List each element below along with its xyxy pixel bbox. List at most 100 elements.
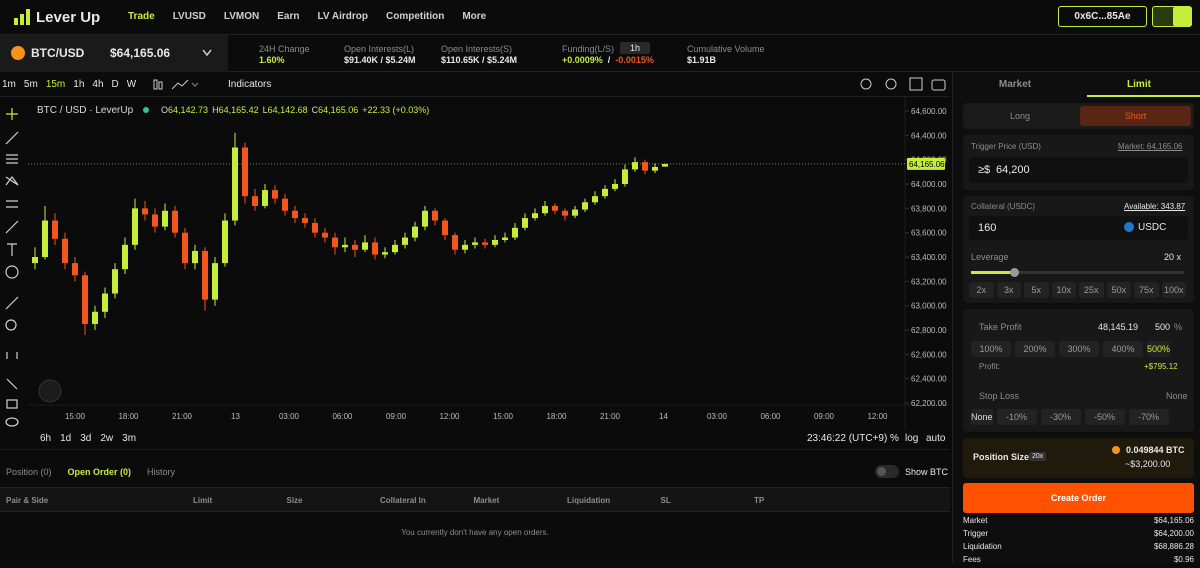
tp-preset[interactable]: 500% <box>1147 341 1171 357</box>
interval[interactable]: 15m <box>45 79 66 90</box>
interval[interactable]: D <box>111 79 119 90</box>
candle-body <box>462 244 468 250</box>
stat-label: Open Interests(S) <box>441 44 513 54</box>
btc-icon <box>11 46 25 60</box>
candle-body <box>402 237 408 245</box>
interval[interactable]: W <box>126 79 137 90</box>
btc-icon <box>1112 446 1120 454</box>
interval[interactable]: 1m <box>2 79 16 90</box>
x-tick-label: 06:00 <box>760 412 781 421</box>
show-btc-label: Show BTC <box>905 467 949 477</box>
y-tick-label: 63,600.00 <box>911 229 947 238</box>
long-button[interactable]: Long <box>1009 111 1031 121</box>
range[interactable]: 1d <box>60 433 72 444</box>
wallet-button[interactable]: 0x6C...85Ae <box>1058 6 1147 27</box>
position-tab[interactable]: History <box>147 467 176 477</box>
chart-type-icons[interactable] <box>152 78 202 92</box>
position-tab[interactable]: Open Order (0) <box>67 467 132 477</box>
trigger-prefix: ≥$ <box>978 164 991 176</box>
pair-selector[interactable]: BTC/USD $64,165.06 <box>0 35 228 72</box>
sl-preset[interactable]: -70% <box>1128 409 1169 425</box>
ohlc-key: H <box>212 105 219 115</box>
leverage-preset[interactable]: 2x <box>969 282 994 298</box>
toggle[interactable] <box>875 465 899 478</box>
settings-button[interactable] <box>1152 6 1192 27</box>
leverage-preset[interactable]: 75x <box>1134 282 1159 298</box>
funding-long: +0.0009% <box>562 55 603 65</box>
logo-icon <box>14 9 30 25</box>
order-tab[interactable]: Market <box>998 79 1032 90</box>
range[interactable]: 6h <box>40 433 52 444</box>
pct-toggle[interactable]: % <box>890 433 899 444</box>
summary-row: Market $64,165.06 <box>963 516 1194 529</box>
tpsl-box: Take Profit 48,145.19 500 % 100% 200% 300%… <box>963 309 1194 432</box>
column-label: TP <box>754 496 765 505</box>
tp-preset[interactable]: 400% <box>1103 341 1143 357</box>
column-label: Pair & Side <box>6 496 49 505</box>
tp-presets: 100% 200% 300% 400% 500% <box>971 341 1171 357</box>
sl-preset[interactable]: -50% <box>1084 409 1125 425</box>
leverage-preset[interactable]: 50x <box>1106 282 1131 298</box>
range[interactable]: 2w <box>100 433 114 444</box>
ohlc-value: 64,165.42 <box>219 105 259 115</box>
summary-value: $0.96 <box>1173 555 1194 564</box>
order-tab[interactable]: Limit <box>1127 79 1151 90</box>
short-button[interactable]: Short <box>1080 106 1191 126</box>
range[interactable]: 3m <box>122 433 137 444</box>
logo: Lever Up <box>36 9 101 26</box>
interval-list: 1m 5m 15m 1h 4h D W <box>2 79 136 90</box>
log-toggle[interactable]: log <box>905 433 919 444</box>
column-label: Size <box>286 496 303 505</box>
trigger-input[interactable]: ≥$ 64,200 <box>969 157 1188 183</box>
range-list: 6h 1d 3d 2w 3m <box>40 433 136 444</box>
candle-body <box>472 242 478 245</box>
candle-body <box>242 147 248 197</box>
tp-preset[interactable]: 100% <box>971 341 1011 357</box>
x-tick-label: 15:00 <box>493 412 514 421</box>
collateral-input[interactable]: 160 USDC <box>969 216 1188 240</box>
auto-toggle[interactable]: auto <box>926 433 946 444</box>
candle-body <box>452 235 458 250</box>
leverage-preset[interactable]: 5x <box>1024 282 1049 298</box>
sl-presets: None -10% -30% -50% -70% <box>971 409 1169 425</box>
nav-item[interactable]: Trade <box>128 11 155 22</box>
tab-underline <box>1087 95 1200 97</box>
market-price-link[interactable]: Market: 64,165.06 <box>1118 142 1183 151</box>
nav-item[interactable]: Competition <box>386 11 445 22</box>
leverage-preset[interactable]: 25x <box>1079 282 1104 298</box>
tp-preset[interactable]: 200% <box>1015 341 1055 357</box>
x-tick-label: 06:00 <box>332 412 353 421</box>
position-tab[interactable]: Position (0) <box>6 467 52 477</box>
nav-item[interactable]: Earn <box>277 11 300 22</box>
drawing-tools[interactable] <box>0 97 28 430</box>
leverage-preset[interactable]: 3x <box>996 282 1021 298</box>
size-label: Position Size <box>973 452 1030 462</box>
usdc-icon <box>1124 222 1134 232</box>
nav-item[interactable]: LVMON <box>223 11 260 22</box>
slider-track[interactable] <box>971 268 1184 277</box>
x-tick-label: 09:00 <box>386 412 407 421</box>
sl-preset[interactable]: None <box>971 409 993 425</box>
interval[interactable]: 5m <box>23 79 38 90</box>
sl-preset[interactable]: -30% <box>1040 409 1081 425</box>
position-tabs: Position (0) Open Order (0) History <box>6 467 175 477</box>
tp-preset[interactable]: 300% <box>1059 341 1099 357</box>
create-order-button[interactable]: Create Order <box>963 483 1194 513</box>
nav-item[interactable]: LV Airdrop <box>317 11 369 22</box>
interval[interactable]: 4h <box>92 79 104 90</box>
leverage-preset[interactable]: 10x <box>1051 282 1076 298</box>
nav-item[interactable]: More <box>462 11 487 22</box>
column-header: Pair & Side Limit Size Collateral In Market L… <box>0 487 950 512</box>
stat-label: Funding(L/S) <box>562 44 615 54</box>
available[interactable]: Available: 343.87 <box>1124 202 1186 211</box>
candle-body <box>102 293 108 312</box>
indicators-button[interactable]: Indicators <box>228 79 272 90</box>
funding-interval[interactable]: 1h <box>620 42 651 54</box>
nav-item[interactable]: LVUSD <box>172 11 206 22</box>
leverage-preset[interactable]: 100x <box>1161 282 1186 298</box>
x-tick-label: 14 <box>659 412 668 421</box>
interval[interactable]: 1h <box>73 79 85 90</box>
sl-preset[interactable]: -10% <box>996 409 1037 425</box>
range[interactable]: 3d <box>80 433 92 444</box>
candle-body <box>172 210 178 233</box>
